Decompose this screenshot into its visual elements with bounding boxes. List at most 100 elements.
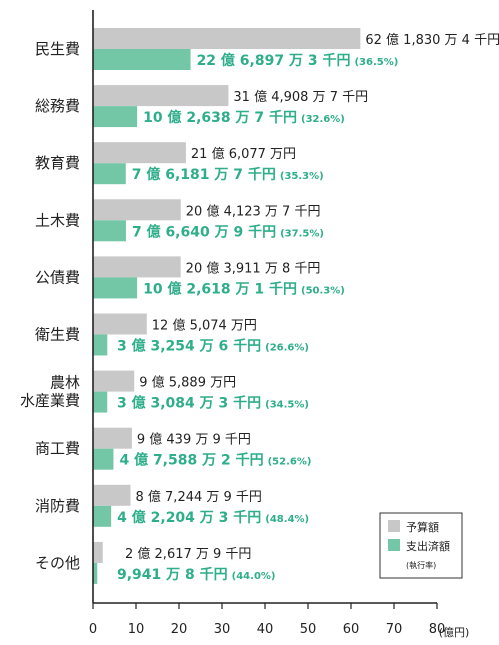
spent-amount: 4 億 7,588 万 2 千円 [119, 452, 263, 469]
category-label: 農林 [50, 374, 80, 392]
execution-rate: (34.5%) [265, 400, 309, 411]
budget-bar [93, 85, 229, 107]
execution-rate: (48.4%) [265, 514, 309, 525]
category-group: 民生費 62 億 1,830 万 4 千円 22 億 6,897 万 3 千円 (36… [35, 28, 499, 70]
budget-value-label: 62 億 1,830 万 4 千円 [365, 32, 499, 48]
budget-value-label: 21 億 6,077 万円 [191, 146, 296, 162]
x-tick-label: 20 [171, 622, 188, 637]
x-tick-label: 60 [343, 622, 360, 637]
budget-value-label: 12 億 5,074 万円 [152, 318, 257, 334]
spent-bar [93, 106, 138, 128]
spent-value-label: 4 億 2,204 万 3 千円 (48.4%) [117, 509, 309, 526]
category-group: 土木費 20 億 4,123 万 7 千円 7 億 6,640 万 9 千円 (37.… [35, 199, 324, 242]
spent-amount: 4 億 2,204 万 3 千円 [117, 509, 261, 526]
x-tick-label: 10 [128, 622, 145, 637]
spent-amount: 3 億 3,254 万 6 千円 [117, 338, 261, 355]
budget-bar [93, 142, 186, 164]
execution-rate: (26.6%) [265, 343, 309, 354]
budget-bar [93, 370, 135, 392]
budget-bar [93, 484, 131, 506]
category-label: 民生費 [35, 40, 80, 58]
execution-rate: (44.0%) [232, 571, 276, 582]
execution-rate: (50.3%) [301, 285, 345, 296]
legend-note-rate: (執行率) [406, 560, 436, 570]
spent-amount: 10 億 2,618 万 1 千円 [143, 280, 297, 297]
spent-amount: 9,941 万 8 千円 [117, 566, 228, 583]
execution-rate: (36.5%) [354, 57, 398, 68]
budget-value-label: 20 億 3,911 万 8 千円 [186, 260, 321, 276]
category-label: その他 [35, 554, 80, 572]
spent-bar [93, 562, 98, 584]
budget-value-label: 20 億 4,123 万 7 千円 [186, 203, 321, 219]
execution-rate: (52.6%) [268, 457, 312, 468]
budget-bar [93, 427, 132, 449]
category-label: 公債費 [35, 268, 80, 286]
spent-bar [93, 277, 138, 299]
budget-bar [93, 28, 361, 49]
spent-bar [93, 505, 112, 527]
spent-value-label: 3 億 3,254 万 6 千円 (26.6%) [117, 338, 309, 355]
budget-value-label: 2 億 2,617 万 9 千円 [125, 546, 251, 562]
spent-bar [93, 391, 108, 413]
legend-label-budget: 予算額 [406, 520, 439, 534]
bars-layer: 民生費 62 億 1,830 万 4 千円 22 億 6,897 万 3 千円 (36… [20, 28, 499, 584]
execution-rate: (35.3%) [280, 171, 324, 182]
spent-value-label: 3 億 3,084 万 3 千円 (34.5%) [117, 395, 309, 412]
legend-swatch-budget [388, 520, 400, 532]
x-tick-label: 70 [386, 622, 403, 637]
category-group: 消防費 8 億 7,244 万 9 千円 4 億 2,204 万 3 千円 (48.4… [35, 484, 309, 527]
spent-amount: 7 億 6,640 万 9 千円 [132, 223, 276, 240]
x-tick-label: 0 [89, 622, 97, 637]
spent-bar [93, 163, 126, 185]
category-label: 教育費 [35, 154, 80, 172]
budget-value-label: 8 億 7,244 万 9 千円 [136, 489, 262, 505]
budget-bar [93, 541, 103, 563]
x-tick-label: 80 [429, 622, 446, 637]
spent-value-label: 9,941 万 8 千円 (44.0%) [117, 566, 276, 583]
category-label: 土木費 [35, 211, 80, 229]
spent-bar [93, 220, 126, 242]
spent-bar [93, 334, 108, 356]
category-label: 衛生費 [35, 326, 80, 344]
category-label: 総務費 [35, 97, 80, 115]
spent-value-label: 4 億 7,588 万 2 千円 (52.6%) [119, 452, 311, 469]
spent-amount: 3 億 3,084 万 3 千円 [117, 395, 261, 412]
spent-value-label: 7 億 6,640 万 9 千円 (37.5%) [132, 223, 324, 240]
category-label: 商工費 [35, 440, 80, 458]
spent-value-label: 10 億 2,618 万 1 千円 (50.3%) [143, 280, 345, 297]
x-tick-label: 40 [257, 622, 274, 637]
spent-bar [93, 49, 191, 70]
category-group: 教育費 21 億 6,077 万円 7 億 6,181 万 7 千円 (35.3%) [35, 142, 324, 185]
category-group: 総務費 31 億 4,908 万 7 千円 10 億 2,638 万 7 千円 (32… [35, 85, 368, 128]
spent-bar [93, 448, 114, 470]
execution-rate: (37.5%) [280, 228, 324, 239]
spent-amount: 10 億 2,638 万 7 千円 [143, 109, 297, 126]
legend-label-spent: 支出済額 [406, 539, 450, 553]
budget-value-label: 31 億 4,908 万 7 千円 [233, 89, 368, 105]
budget-value-label: 9 億 5,889 万円 [139, 375, 236, 391]
spent-value-label: 22 億 6,897 万 3 千円 (36.5%) [197, 52, 399, 69]
legend-swatch-spent [388, 539, 400, 551]
x-tick-label: 50 [300, 622, 317, 637]
category-group: 商工費 9 億 439 万 9 千円 4 億 7,588 万 2 千円 (52.6%) [35, 427, 311, 470]
x-tick-label: 30 [214, 622, 231, 637]
category-group: 衛生費 12 億 5,074 万円 3 億 3,254 万 6 千円 (26.6%) [35, 313, 309, 356]
spent-value-label: 10 億 2,638 万 7 千円 (32.6%) [143, 109, 345, 126]
category-group: 公債費 20 億 3,911 万 8 千円 10 億 2,618 万 1 千円 (50… [35, 256, 345, 299]
budget-bar [93, 199, 181, 221]
spent-amount: 22 億 6,897 万 3 千円 [197, 52, 351, 69]
budget-value-label: 9 億 439 万 9 千円 [137, 432, 251, 448]
legend: 予算額 支出済額 (執行率) [379, 512, 463, 579]
spent-amount: 7 億 6,181 万 7 千円 [132, 166, 276, 183]
category-label: 消防費 [35, 497, 80, 515]
budget-bar [93, 256, 181, 278]
category-label: 水産業費 [20, 392, 80, 410]
ticks-layer: 0 10 20 30 40 50 60 70 80 [89, 603, 445, 637]
category-group: その他 2 億 2,617 万 9 千円 9,941 万 8 千円 (44.0%) [35, 541, 276, 584]
spent-value-label: 7 億 6,181 万 7 千円 (35.3%) [132, 166, 324, 183]
execution-rate: (32.6%) [301, 114, 345, 125]
budget-bar [93, 313, 147, 335]
x-axis-unit: (億円) [439, 626, 470, 639]
